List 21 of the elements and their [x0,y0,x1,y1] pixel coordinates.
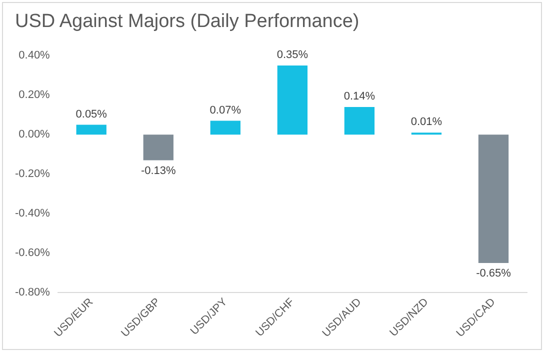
data-label: 0.05% [76,108,108,120]
data-label: 0.14% [344,90,376,102]
data-label: -0.13% [140,164,176,177]
data-label: 0.07% [210,104,242,116]
bar [478,134,509,264]
y-tick-label: 0.40% [18,50,50,62]
bar [344,106,375,135]
bar [76,124,106,135]
y-tick-label: -0.40% [14,208,50,220]
y-tick-label: 0.00% [18,128,50,141]
y-tick-label: -0.80% [14,286,50,299]
y-tick-label: 0.20% [18,89,50,102]
bar [277,65,308,135]
y-tick-label: -0.60% [14,247,50,260]
chart-title: USD Against Majors (Daily Performance) [15,11,360,33]
data-label: 0.01% [410,116,442,128]
bar [210,120,240,135]
y-tick-label: -0.20% [14,168,50,180]
data-label: 0.35% [276,49,308,62]
data-label: -0.65% [476,268,512,280]
bar [143,134,174,160]
